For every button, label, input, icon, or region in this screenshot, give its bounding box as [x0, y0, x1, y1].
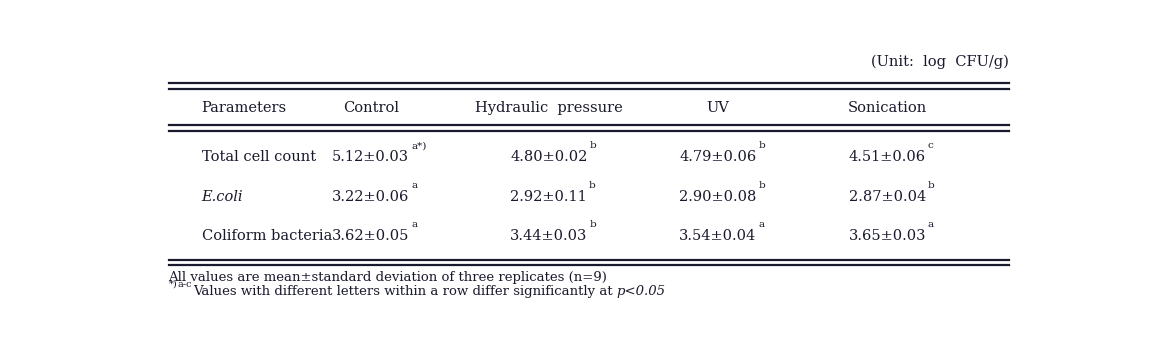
Text: 3.44±0.03: 3.44±0.03	[510, 229, 587, 243]
Text: a: a	[411, 220, 417, 229]
Text: c: c	[927, 141, 933, 150]
Text: Sonication: Sonication	[848, 101, 927, 115]
Text: a-c: a-c	[177, 280, 192, 289]
Text: b: b	[589, 181, 595, 190]
Text: 3.62±0.05: 3.62±0.05	[332, 229, 409, 243]
Text: 3.65±0.03: 3.65±0.03	[848, 229, 926, 243]
Text: Values with different letters within a row differ significantly at: Values with different letters within a r…	[193, 285, 617, 298]
Text: b: b	[758, 181, 765, 190]
Text: 4.51±0.06: 4.51±0.06	[849, 150, 926, 164]
Text: E.coli: E.coli	[201, 190, 242, 204]
Text: b: b	[589, 220, 596, 229]
Text: b: b	[927, 181, 934, 190]
Text: Parameters: Parameters	[201, 101, 286, 115]
Text: a-c: a-c	[177, 280, 192, 289]
Text: 3.54±0.04: 3.54±0.04	[679, 229, 756, 243]
Text: 5.12±0.03: 5.12±0.03	[332, 150, 409, 164]
Text: 4.79±0.06: 4.79±0.06	[679, 150, 756, 164]
Text: *): *)	[169, 280, 177, 289]
Text: Values with different letters within a row differ significantly at: Values with different letters within a r…	[193, 285, 617, 298]
Text: Control: Control	[342, 101, 399, 115]
Text: Total cell count: Total cell count	[201, 150, 316, 164]
Text: Coliform bacteria: Coliform bacteria	[201, 229, 332, 243]
Text: Hydraulic  pressure: Hydraulic pressure	[475, 101, 623, 115]
Text: b: b	[758, 141, 765, 150]
Text: p<0.05: p<0.05	[617, 285, 665, 298]
Text: UV: UV	[707, 101, 730, 115]
Text: 2.92±0.11: 2.92±0.11	[510, 190, 587, 204]
Text: a*): a*)	[411, 141, 426, 150]
Text: 4.80±0.02: 4.80±0.02	[510, 150, 587, 164]
Text: *): *)	[169, 280, 177, 289]
Text: (Unit:  log  CFU/g): (Unit: log CFU/g)	[871, 54, 1009, 69]
Text: b: b	[589, 141, 596, 150]
Text: 2.90±0.08: 2.90±0.08	[679, 190, 757, 204]
Text: a: a	[927, 220, 934, 229]
Text: a: a	[411, 181, 417, 190]
Text: 2.87±0.04: 2.87±0.04	[849, 190, 926, 204]
Text: a: a	[758, 220, 764, 229]
Text: All values are mean±standard deviation of three replicates (n=9): All values are mean±standard deviation o…	[169, 271, 608, 284]
Text: 3.22±0.06: 3.22±0.06	[332, 190, 409, 204]
